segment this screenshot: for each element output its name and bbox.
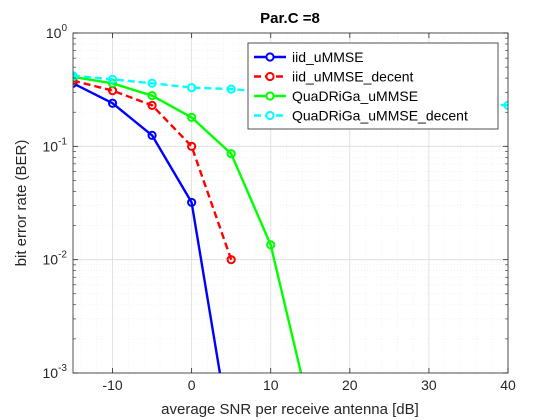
data-point [147, 91, 157, 101]
y-tick-label: 10-1 [43, 136, 68, 154]
x-tick-label: 40 [500, 377, 516, 393]
y-tick-label: 100 [46, 23, 68, 41]
data-point [187, 197, 197, 208]
x-tick-label: 10 [263, 377, 279, 393]
y-tick-label: 10-3 [43, 363, 68, 381]
data-point [147, 130, 157, 140]
legend-label: QuaDRiGa_uMMSE_decent [292, 108, 468, 124]
legend-label: QuaDRiGa_uMMSE [292, 88, 418, 104]
legend: iid_uMMSE iid_uMMSE_decent QuaDRiGa_uMMSE Q… [247, 42, 499, 130]
legend-label: iid_uMMSE [292, 49, 364, 65]
x-tick-label: 20 [342, 377, 358, 393]
legend-box [247, 42, 499, 130]
data-point [266, 240, 276, 250]
data-point [226, 84, 236, 94]
x-tick-label: 0 [188, 377, 196, 393]
x-axis-label: average SNR per receive antenna [dB] [161, 401, 419, 418]
legend-label: iid_uMMSE_decent [292, 69, 414, 85]
data-point [226, 255, 236, 265]
data-point [187, 141, 197, 151]
chart-title: Par.C =8 [260, 10, 320, 27]
legend-marker [265, 91, 275, 101]
x-tick-label: -10 [102, 377, 122, 393]
y-axis-label: bit error rate (BER) [13, 140, 30, 267]
legend-marker [265, 71, 275, 82]
axis-ticks: -10 0 10 20 30 40 100 10-1 10-2 10-3 [43, 23, 516, 393]
data-point [226, 149, 236, 159]
data-point [187, 82, 197, 93]
plot-frame [72, 32, 509, 374]
legend-marker [265, 110, 275, 121]
data-point [147, 78, 157, 88]
data-point [187, 112, 197, 123]
data-point [147, 100, 157, 110]
legend-marker [265, 52, 275, 62]
data-point [107, 98, 118, 108]
x-tick-label: 30 [421, 377, 437, 393]
series-line [73, 82, 222, 373]
series-line [73, 79, 233, 261]
data-point [107, 74, 118, 84]
y-tick-label: 10-2 [43, 250, 68, 268]
